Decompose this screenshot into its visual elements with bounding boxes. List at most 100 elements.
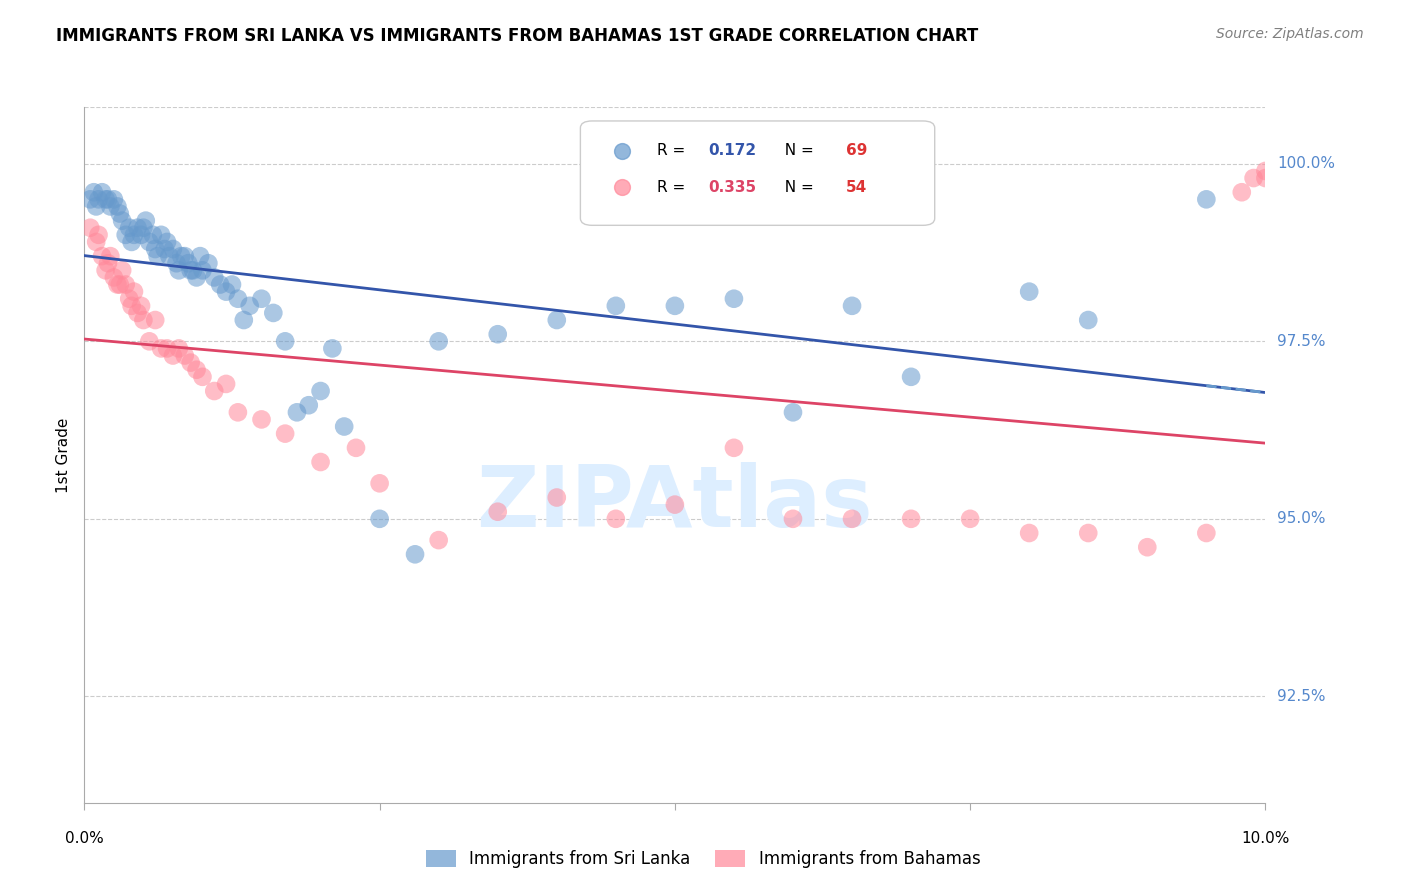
Point	[546, 313, 568, 327]
Text: 0.0%: 0.0%	[65, 830, 104, 846]
Point	[1195, 192, 1218, 206]
Point	[1230, 186, 1253, 200]
Text: 10.0%: 10.0%	[1241, 830, 1289, 846]
Point	[129, 299, 152, 313]
Text: 92.5%: 92.5%	[1277, 689, 1326, 704]
Point	[146, 249, 169, 263]
Point	[321, 342, 343, 356]
Point	[107, 199, 129, 213]
Point	[103, 270, 125, 285]
Point	[186, 362, 208, 376]
Point	[723, 292, 745, 306]
Point	[1254, 171, 1277, 186]
Point	[177, 256, 200, 270]
Point	[959, 512, 981, 526]
Point	[138, 334, 160, 349]
Point	[94, 192, 117, 206]
Point	[181, 263, 204, 277]
Point	[103, 192, 125, 206]
Point	[900, 512, 922, 526]
Point	[186, 270, 208, 285]
Point	[841, 512, 863, 526]
Point	[79, 220, 101, 235]
Point	[309, 455, 332, 469]
Point	[782, 512, 804, 526]
Point	[91, 186, 114, 200]
Point	[188, 249, 211, 263]
Point	[1077, 313, 1099, 327]
Point	[486, 327, 509, 342]
Point	[221, 277, 243, 292]
Point	[150, 342, 173, 356]
Point	[1077, 526, 1099, 541]
Point	[97, 192, 120, 206]
Point	[226, 292, 249, 306]
Point	[132, 220, 155, 235]
Text: 54: 54	[846, 179, 868, 194]
Point	[250, 292, 273, 306]
Point	[1018, 285, 1040, 299]
Point	[605, 299, 627, 313]
Point	[98, 199, 121, 213]
Point	[142, 227, 165, 242]
Point	[162, 242, 184, 256]
Text: 97.5%: 97.5%	[1277, 334, 1326, 349]
Point	[143, 242, 166, 256]
Text: 95.0%: 95.0%	[1277, 511, 1326, 526]
Point	[83, 186, 105, 200]
Point	[180, 356, 202, 370]
Point	[1018, 526, 1040, 541]
Point	[197, 256, 219, 270]
Point	[121, 299, 143, 313]
Point	[138, 235, 160, 249]
Point	[79, 192, 101, 206]
Point	[1136, 540, 1159, 554]
Text: 100.0%: 100.0%	[1277, 156, 1336, 171]
Point	[127, 220, 149, 235]
Point	[118, 292, 141, 306]
Text: R =: R =	[657, 179, 690, 194]
Point	[209, 277, 232, 292]
Point	[121, 235, 143, 249]
Point	[84, 235, 107, 249]
Point	[191, 369, 214, 384]
Point	[118, 220, 141, 235]
Point	[143, 313, 166, 327]
Point	[167, 263, 190, 277]
Text: R =: R =	[657, 144, 690, 159]
Point	[180, 263, 202, 277]
Point	[262, 306, 284, 320]
Text: ZIPAtlas: ZIPAtlas	[477, 462, 873, 545]
Point	[900, 369, 922, 384]
Point	[1195, 526, 1218, 541]
Point	[546, 491, 568, 505]
Point	[202, 270, 225, 285]
Point	[107, 277, 129, 292]
Point	[250, 412, 273, 426]
Point	[841, 299, 863, 313]
Point	[87, 192, 110, 206]
Point	[782, 405, 804, 419]
Point	[150, 227, 173, 242]
Point	[111, 213, 134, 227]
Point	[91, 249, 114, 263]
Text: Source: ZipAtlas.com: Source: ZipAtlas.com	[1216, 27, 1364, 41]
Text: IMMIGRANTS FROM SRI LANKA VS IMMIGRANTS FROM BAHAMAS 1ST GRADE CORRELATION CHART: IMMIGRANTS FROM SRI LANKA VS IMMIGRANTS …	[56, 27, 979, 45]
Point	[162, 349, 184, 363]
Point	[368, 476, 391, 491]
Point	[173, 349, 195, 363]
Text: 69: 69	[846, 144, 868, 159]
Point	[108, 277, 131, 292]
Point	[108, 206, 131, 220]
Point	[723, 441, 745, 455]
Point	[167, 342, 190, 356]
Point	[156, 235, 179, 249]
Point	[87, 227, 110, 242]
Point	[202, 384, 225, 398]
Point	[122, 227, 145, 242]
Point	[1243, 171, 1265, 186]
Text: 0.335: 0.335	[709, 179, 756, 194]
Point	[486, 505, 509, 519]
Point	[1254, 164, 1277, 178]
Legend: Immigrants from Sri Lanka, Immigrants from Bahamas: Immigrants from Sri Lanka, Immigrants fr…	[419, 843, 987, 875]
